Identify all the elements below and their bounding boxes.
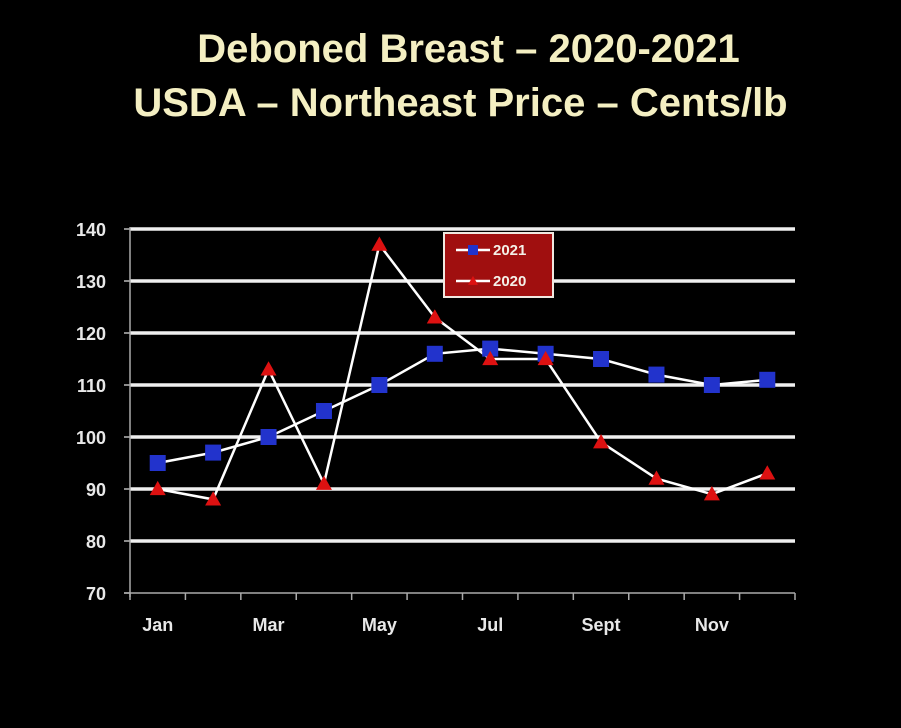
y-tick-label: 120: [76, 324, 106, 344]
series-line-2021: [157, 347, 768, 465]
x-tick-label: Jul: [477, 615, 503, 635]
square-marker: [593, 351, 610, 367]
x-tick-label: Jan: [142, 615, 173, 635]
series-markers: [149, 236, 776, 506]
triangle-legend-icon: [468, 275, 478, 285]
y-axis-tick-labels: 70 80 90 100 110 120 130 140: [76, 220, 106, 604]
square-marker: [371, 377, 388, 393]
x-tick-label: Sept: [582, 615, 621, 635]
triangle-marker: [205, 491, 222, 506]
legend-item-2021: 2021: [456, 242, 526, 259]
triangle-marker: [703, 486, 720, 501]
chart-title-line-1: Deboned Breast – 2020-2021: [197, 27, 740, 71]
y-tick-label: 70: [86, 584, 106, 604]
y-tick-label: 110: [77, 376, 106, 396]
x-tick-label: Mar: [253, 615, 285, 635]
series-line-2020: [157, 241, 768, 501]
y-tick-label: 90: [86, 480, 106, 500]
square-marker: [426, 345, 443, 362]
square-marker: [205, 444, 222, 461]
triangle-marker: [260, 361, 277, 376]
triangle-marker: [149, 480, 166, 496]
gridlines: [130, 227, 795, 543]
chart-title-line-2: USDA – Northeast Price – Cents/lb: [133, 81, 788, 125]
legend-label: 2021: [493, 242, 526, 259]
legend-label: 2020: [493, 273, 526, 290]
square-marker: [482, 340, 499, 357]
square-marker: [149, 455, 166, 471]
square-marker: [260, 429, 277, 445]
legend: 2021 2020: [443, 232, 554, 298]
axes: [124, 227, 796, 600]
x-tick-label: May: [362, 615, 397, 635]
triangle-marker: [482, 350, 499, 366]
y-tick-label: 140: [76, 220, 106, 240]
square-marker: [703, 377, 720, 393]
legend-box: [443, 232, 554, 298]
triangle-marker: [759, 465, 776, 480]
square-legend-icon: [468, 245, 478, 255]
y-tick-label: 80: [86, 532, 106, 552]
square-marker: [648, 366, 665, 383]
triangle-marker: [593, 434, 610, 449]
x-axis-tick-labels: Jan Mar May Jul Sept Nov: [142, 615, 729, 635]
series-lines: [157, 241, 768, 501]
triangle-marker: [315, 475, 332, 490]
y-tick-label: 100: [76, 428, 106, 448]
triangle-marker: [648, 470, 665, 485]
triangle-marker: [537, 350, 554, 366]
y-tick-label: 130: [76, 272, 106, 292]
x-tick-label: Nov: [695, 615, 729, 635]
triangle-marker: [426, 309, 443, 324]
legend-item-2020: 2020: [456, 273, 526, 290]
square-marker: [759, 371, 776, 388]
triangle-marker: [371, 236, 388, 251]
square-marker: [315, 403, 332, 419]
